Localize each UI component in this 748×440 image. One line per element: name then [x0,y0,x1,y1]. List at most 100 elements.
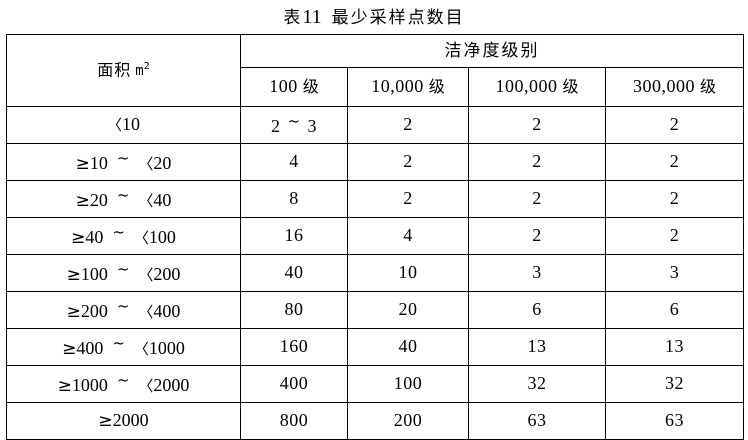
header-level-10000-value: 10,000 [371,76,424,97]
count-value: 63 [527,410,547,431]
count-value: 13 [527,336,547,357]
cell-count-100000: 2 [468,143,606,181]
header-level-100-value: 100 [269,76,298,97]
count-value: 10 [398,262,418,283]
cell-count-300000: 32 [605,365,744,403]
cell-area-range: ≥200 ~ 〈400 [6,291,241,329]
table-row: ≥400 ~ 〈1000 160 40 13 13 [6,328,744,366]
range-separator-tilde: ~ [116,186,130,205]
sampling-points-table-wrapper: 面积 m2 洁净度级别 100 级 10,000 级 100,000 级 [6,34,744,440]
count-value: 2 ~3 [270,112,317,137]
count-value: 2 [403,188,413,209]
count-value: 2 [669,225,680,246]
cell-count-300000: 3 [605,254,744,292]
count-value: 800 [279,410,309,431]
table-header-row-top: 面积 m2 洁净度级别 [6,34,744,107]
cell-area-range: ≥400 ~ 〈1000 [6,328,241,366]
table-title: 表11 最少采样点数目 [0,4,748,31]
less-than-icon: 〈 [138,303,154,322]
count-value: 2 [403,151,413,172]
cell-count-10000: 4 [347,217,469,255]
area-range-text: ≥100 ~ 〈200 [67,261,181,285]
range-separator-tilde: ~ [116,297,130,316]
header-cell-level-100: 100 级 [240,67,348,107]
count-value: 32 [665,373,684,394]
cell-count-100: 80 [240,291,348,329]
count-value: 2 [532,151,542,172]
count-value: 32 [527,373,547,394]
count-value: 40 [398,336,418,357]
area-range-text: ≥40 ~ 〈100 [71,223,176,249]
less-than-icon: 〈 [138,192,154,211]
count-value: 2 [532,225,542,246]
cell-area-range: ≥2000 [6,402,241,440]
cell-area-range: ≥10 ~ 〈20 [6,143,241,181]
area-upper-value: 1000 [148,338,185,359]
header-cell-level-10000: 10,000 级 [347,67,469,107]
less-than-icon: 〈 [133,340,149,359]
range-separator-tilde: ~ [116,371,130,390]
greater-equal-icon: ≥ [57,376,72,397]
greater-equal-icon: ≥ [71,228,86,249]
cell-count-100000: 13 [468,328,606,366]
greater-equal-icon: ≥ [75,154,90,175]
cell-count-100: 8 [240,180,348,218]
table-row: ≥40 ~ 〈100 16 4 2 2 [6,217,744,255]
count-value: 100 [393,373,423,394]
cell-count-100: 400 [240,365,348,403]
greater-equal-icon: ≥ [98,411,113,432]
count-value: 4 [403,225,413,246]
area-lower-value: 40 [85,227,104,248]
count-value: 2 [532,188,542,209]
table-header-row-sub: 100 级 10,000 级 100,000 级 300,000 级 [7,67,744,107]
cell-count-10000: 40 [347,328,469,366]
header-cell-level-300000: 300,000 级 [605,67,744,107]
cell-count-300000: 13 [605,328,744,366]
cell-count-100: 160 [240,328,348,366]
area-lower-value: 100 [80,264,108,285]
area-lower-value: 400 [76,338,104,359]
header-cell-area: 面积 m2 [6,34,241,107]
area-range-text: 〈10 [107,114,140,134]
cell-count-100000: 32 [468,365,606,403]
cell-count-100: 40 [240,254,348,292]
cell-count-300000: 2 [605,217,744,255]
cell-count-300000: 6 [605,291,744,329]
area-upper-value: 40 [153,190,172,211]
header-level-100-suffix: 级 [302,77,319,97]
count-value: 80 [284,299,304,320]
range-separator-tilde: ~ [287,112,301,131]
greater-equal-icon: ≥ [75,191,90,212]
cell-count-100: 2 ~3 [240,106,348,144]
header-area-unit: m [135,63,144,80]
header-cleanliness-label: 洁净度级别 [444,40,540,61]
table-row: ≥200 ~ 〈400 80 20 6 6 [6,291,744,329]
header-area-unit-superscript: 2 [143,60,150,72]
title-prefix: 表 [283,8,303,28]
area-range-text: ≥200 ~ 〈400 [67,297,181,322]
table-row: ≥100 ~ 〈200 40 10 3 3 [6,254,744,292]
cell-area-range: ≥20 ~ 〈40 [6,180,241,218]
cell-count-300000: 2 [605,106,744,144]
area-lower-value: 200 [80,301,108,322]
cell-count-100: 16 [240,217,348,255]
count-value: 16 [284,225,304,246]
area-lower-value: 1000 [71,375,108,396]
table-row: ≥20 ~ 〈40 8 2 2 2 [6,180,744,218]
area-lower-value: 20 [89,190,108,211]
count-value: 2 [669,151,680,172]
cell-count-300000: 2 [605,143,744,181]
cell-count-100000: 63 [468,402,606,440]
cell-count-300000: 63 [605,402,744,440]
cell-count-100: 4 [240,143,348,181]
count-value: 13 [665,336,684,357]
area-lower-value: 2000 [112,410,149,431]
area-range-text: ≥2000 [98,410,148,430]
count-range-low: 2 [270,116,281,137]
count-value: 2 [403,114,413,135]
range-separator-tilde: ~ [112,223,125,242]
less-than-icon: 〈 [138,155,154,174]
table-page: 表11 最少采样点数目 面积 m2 洁净度级别 [0,4,748,440]
cell-count-10000: 2 [347,180,469,218]
header-cell-cleanliness-group: 洁净度级别 [240,34,744,68]
